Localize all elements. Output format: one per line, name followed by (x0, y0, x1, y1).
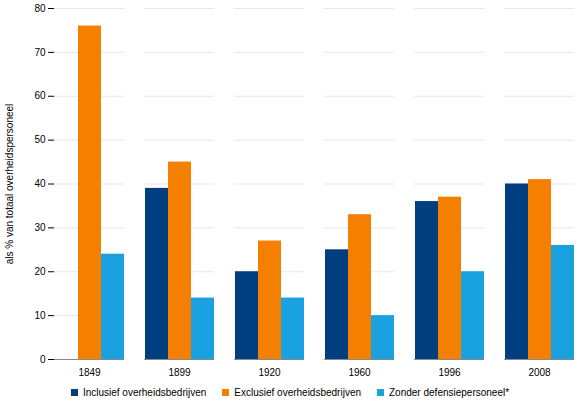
svg-text:40: 40 (34, 178, 46, 189)
svg-text:80: 80 (34, 3, 46, 14)
svg-text:50: 50 (34, 134, 46, 145)
svg-text:1849: 1849 (78, 367, 101, 378)
svg-text:30: 30 (34, 222, 46, 233)
html-text:Zonder defensiepersoneel*: Zonder defensiepersoneel* (389, 387, 510, 398)
html-text:Exclusief overheidsbedrijven: Exclusief overheidsbedrijven (234, 387, 361, 398)
svg-text:2008: 2008 (528, 367, 551, 378)
svg-text:20: 20 (34, 266, 46, 277)
html-text:Inclusief overheidsbedrijven: Inclusief overheidsbedrijven (82, 387, 207, 398)
svg-text:10: 10 (34, 310, 46, 321)
svg-text:70: 70 (34, 47, 46, 58)
svg-text:1996: 1996 (438, 367, 461, 378)
svg-text:1920: 1920 (258, 367, 281, 378)
svg-text:60: 60 (34, 90, 46, 101)
svg-text:0: 0 (40, 354, 46, 365)
svg-text:als % van totaal overheidspers: als % van totaal overheidspersoneel (4, 104, 15, 265)
svg-text:1960: 1960 (348, 367, 371, 378)
svg-text:1899: 1899 (168, 367, 191, 378)
